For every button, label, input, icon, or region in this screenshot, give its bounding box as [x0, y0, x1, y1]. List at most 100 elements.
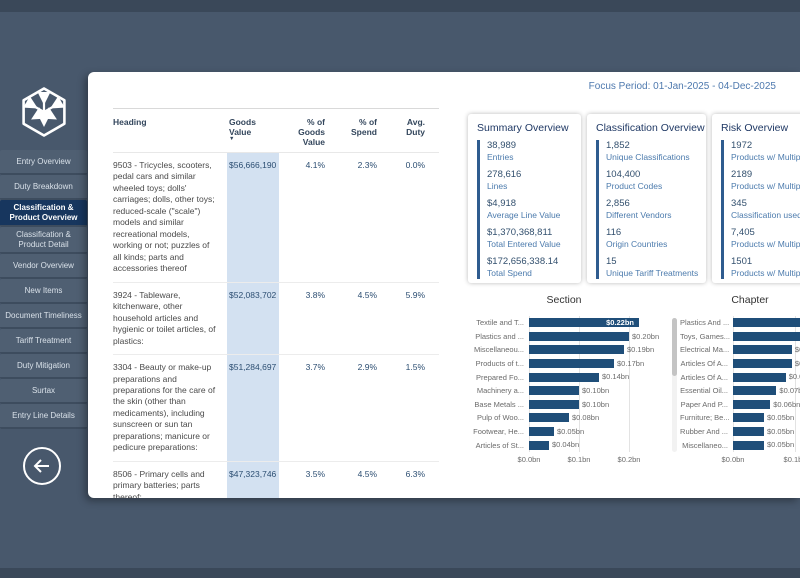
stat-risk-2: 2189 Products w/ Multiple T — [731, 169, 800, 192]
chapter-chart-scrollbar[interactable] — [672, 318, 677, 452]
table-row[interactable]: 8506 - Primary cells and primary batteri… — [113, 461, 439, 498]
bar[interactable] — [733, 331, 800, 341]
bar[interactable] — [733, 440, 764, 450]
focus-period-label: Focus Period: 01-Jan-2025 - 04-Dec-2025 — [588, 81, 776, 92]
bar-value-label: $0.08bn — [572, 413, 600, 423]
table-row[interactable]: 9503 - Tricycles, scooters, pedal cars a… — [113, 153, 439, 283]
bar-value-label: $0.19bn — [627, 345, 655, 355]
cell-pct-goods-value: 3.7% — [305, 362, 325, 373]
bar[interactable] — [529, 345, 624, 355]
bar[interactable] — [529, 427, 554, 437]
bar[interactable] — [733, 345, 792, 355]
bar-track: $0.10bn — [529, 384, 662, 398]
category-axis-label: Miscellaneo... — [682, 440, 728, 450]
cell-heading: 8506 - Primary cells and primary batteri… — [113, 468, 205, 498]
stat-value: 2,856 — [606, 198, 630, 209]
bar[interactable] — [529, 359, 614, 369]
stat-label: Entries — [487, 151, 514, 162]
chart-bar-row: Electrical Ma... $0.09bn — [680, 343, 800, 357]
cell-pct-spend: 4.5% — [357, 289, 377, 300]
cell-avg-duty: 6.3% — [405, 468, 425, 479]
stat-value: $172,656,338.14 — [487, 256, 559, 267]
back-button[interactable] — [23, 447, 61, 485]
bar-track: $0.05bn — [733, 438, 800, 452]
chart-bar-row: Footwear, He... $0.05bn — [466, 425, 662, 439]
category-axis-label: Footwear, He... — [473, 427, 524, 437]
x-axis-tick-label: $0.0bn — [721, 455, 745, 464]
sidebar-item-surtax[interactable]: Surtax — [0, 379, 87, 405]
card-title: Classification Overview — [596, 122, 705, 134]
bar[interactable] — [529, 331, 629, 341]
bar[interactable] — [529, 372, 599, 382]
category-axis-label: Prepared Fo... — [476, 372, 524, 382]
stat-risk-4: 7,405 Products w/ Multiple V — [731, 227, 800, 250]
cell-heading: 3924 - Tableware, kitchenware, other hou… — [113, 289, 216, 346]
sidebar-item-vendor-overview[interactable]: Vendor Overview — [0, 254, 87, 280]
bar-track: $0.14bn — [529, 370, 662, 384]
column-header-goods-value[interactable]: Goods Value ▼ — [227, 109, 279, 152]
table-row[interactable]: 3924 - Tableware, kitchenware, other hou… — [113, 282, 439, 356]
hexagon-cube-logo-icon — [22, 87, 66, 137]
bottom-strip — [0, 568, 800, 578]
bar[interactable] — [529, 440, 549, 450]
bar-track: $0.08bn — [529, 411, 662, 425]
stat-risk-3: 345 Classification used a s — [731, 198, 800, 221]
category-axis-label: Toys, Games... — [680, 331, 731, 341]
stat-value: 116 — [606, 227, 622, 238]
sidebar-item-entry-overview[interactable]: Entry Overview — [0, 150, 87, 175]
scrollbar-thumb[interactable] — [672, 318, 677, 376]
bar-track: $0.05bn — [529, 425, 662, 439]
x-axis-tick-label: $0.1bn — [783, 455, 800, 464]
stat-total-spend: $172,656,338.14 Total Spend — [487, 256, 572, 279]
x-axis-tick-label: $0.1bn — [567, 455, 591, 464]
column-header-heading[interactable]: Heading — [113, 117, 147, 127]
bar[interactable] — [529, 413, 569, 423]
stat-entries: 38,989 Entries — [487, 140, 572, 163]
stat-value: 15 — [606, 256, 617, 267]
bar[interactable] — [733, 318, 800, 328]
column-header-pct-spend[interactable]: % of Spend — [351, 117, 377, 137]
bar[interactable] — [529, 386, 579, 396]
stat-label: Average Line Value — [487, 209, 561, 220]
bar-value-label: $0.08bn — [788, 372, 800, 382]
chart-gridline — [579, 316, 580, 452]
sidebar-item-new-items[interactable]: New Items — [0, 279, 87, 305]
column-header-pct-goods-value[interactable]: % of Goods Value — [298, 117, 325, 147]
headings-table: Heading Goods Value ▼ % of Goods Value %… — [113, 108, 439, 498]
stat-label: Products w/ Multiple C — [731, 267, 800, 278]
top-strip — [0, 0, 800, 12]
bar-value-label: $0.14bn — [602, 372, 630, 382]
table-row[interactable]: 3304 - Beauty or make-up preparations an… — [113, 355, 439, 462]
chart-plot-area: Plastics And ...$0.11bnToys, Games...$0.… — [680, 316, 800, 452]
sidebar-item-duty-breakdown[interactable]: Duty Breakdown — [0, 175, 87, 200]
bar[interactable] — [733, 372, 786, 382]
stat-product-codes: 104,400 Product Codes — [606, 169, 697, 192]
bar-value-label: $0.05bn — [767, 440, 795, 450]
sidebar-item-classification-product-detail[interactable]: Classification & Product Detail — [0, 227, 87, 255]
cell-goods-value: $47,323,746 — [227, 461, 279, 498]
classification-overview-card: Classification Overview 1,852 Unique Cla… — [587, 114, 706, 283]
bar-track: $0.10bn — [529, 398, 662, 412]
bar-track: $0.11bn — [733, 330, 800, 344]
bar[interactable] — [733, 386, 777, 396]
bar[interactable] — [733, 413, 764, 423]
sidebar-item-tariff-treatment[interactable]: Tariff Treatment — [0, 329, 87, 355]
bar[interactable] — [733, 399, 771, 409]
bar[interactable] — [529, 399, 579, 409]
column-header-avg-duty[interactable]: Avg. Duty — [406, 117, 425, 137]
sidebar-item-entry-line-details[interactable]: Entry Line Details — [0, 404, 87, 430]
stat-value: 1,852 — [606, 140, 630, 151]
bar-value-label: $0.20bn — [632, 331, 660, 341]
sidebar-item-classification-product-overview[interactable]: Classification & Product Overview — [0, 200, 87, 228]
bar-track: $0.05bn — [733, 425, 800, 439]
cell-goods-value: $56,666,190 — [227, 153, 279, 282]
sort-descending-icon: ▼ — [229, 136, 235, 142]
bar-track: $0.06bn — [733, 398, 800, 412]
sidebar-item-duty-mitigation[interactable]: Duty Mitigation — [0, 354, 87, 380]
bar[interactable] — [733, 427, 764, 437]
bar[interactable] — [733, 359, 792, 369]
stat-value: 38,989 — [487, 140, 517, 151]
sidebar-item-document-timeliness[interactable]: Document Timeliness — [0, 304, 87, 330]
bar[interactable] — [529, 318, 639, 328]
main-panel: Focus Period: 01-Jan-2025 - 04-Dec-2025 … — [88, 72, 800, 498]
